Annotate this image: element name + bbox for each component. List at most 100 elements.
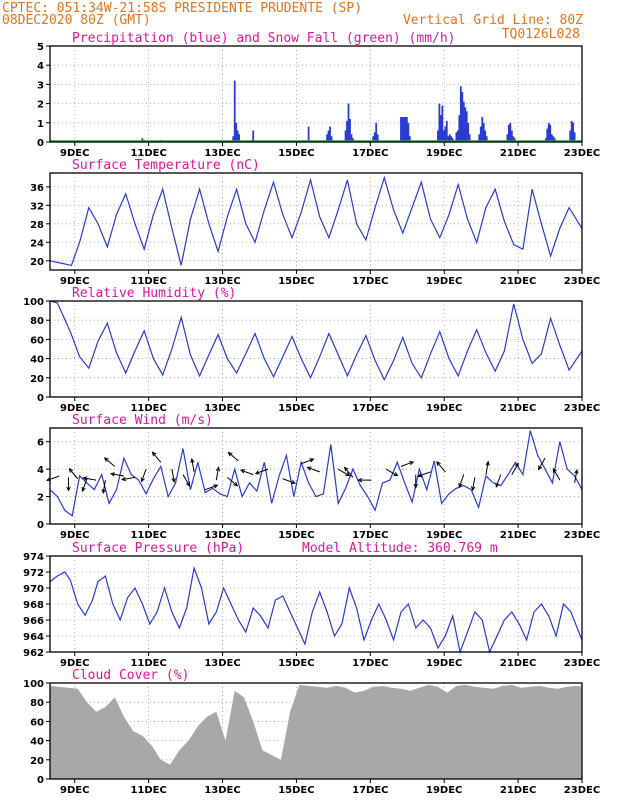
wind-arrow-head [171,477,176,484]
x-tick-label: 15DEC [278,148,314,159]
precip-bar [506,134,509,142]
y-tick-label: 0 [37,775,44,786]
precip-bar [455,132,458,142]
wind-arrow-head [306,466,312,471]
x-tick-label: 19DEC [426,785,462,796]
x-tick-label: 13DEC [204,148,240,159]
y-tick-label: 4 [37,465,44,476]
precip-bar [484,130,487,142]
x-tick-label: 19DEC [426,276,462,287]
wind-arrow-head [538,465,543,471]
precip-bar [344,130,347,142]
y-tick-label: 36 [30,183,44,194]
wind-arrow [104,457,115,467]
x-tick-label: 13DEC [204,785,240,796]
precip-bar [546,128,549,142]
wind-arrow-head [233,481,239,487]
y-tick-label: 28 [30,220,44,231]
y-tick-label: 60 [30,335,44,346]
x-tick-label: 21DEC [500,658,536,669]
panel-title: Surface Temperature (nC) [72,158,260,173]
x-tick-label: 17DEC [352,530,388,541]
wind-arrow-head [574,468,579,475]
x-tick-label: 9DEC [60,403,89,414]
x-tick-label: 13DEC [204,403,240,414]
wind-arrow-head [409,461,415,466]
x-tick-label: 21DEC [500,276,536,287]
wind-arrow-head [121,476,127,482]
panel-surface-wind: 0 2 4 6 9DEC 11DEC 13DEC 15DEC 17DEC 19DEC 21DEC 23… [37,413,600,541]
wind-arrow [301,458,314,465]
precip-bar [408,136,411,142]
y-tick-label: 40 [30,737,44,748]
wind-arrow-head [552,467,557,473]
precip-bar [464,107,467,142]
precip-bar [349,118,351,142]
panel-surface-temperature: 20 24 28 32 36 9DEC 11DEC 13DEC 15DEC 17DEC 19DEC 2… [30,158,600,287]
precip-bar [481,117,484,142]
wind-arrow-head [413,483,418,489]
y-tick-label: 20 [30,257,44,268]
wind-arrow [102,480,106,494]
x-tick-label: 13DEC [204,658,240,669]
precip-bar [479,126,482,142]
precip-bar [141,138,144,142]
precip-bar [447,136,450,142]
wind-arrow-head [81,486,86,493]
precip-bar [550,134,553,142]
precip-bar [461,92,464,142]
wind-arrow [191,458,195,472]
precip-bar [553,138,556,142]
precip-bar [462,101,465,142]
x-tick-label: 15DEC [278,403,314,414]
wind-arrow-head [417,473,423,478]
wind-arrow-head [190,457,195,464]
precip-bar [329,126,331,142]
panel-annotation: Model Altitude: 360.769 m [302,541,498,556]
precip-bar [552,136,555,142]
x-tick-label: 23DEC [564,403,600,414]
x-tick-label: 19DEC [426,658,462,669]
y-tick-label: 40 [30,355,44,366]
precip-bar [439,115,442,142]
y-tick-label: 2 [37,100,44,111]
panel-frame [49,45,583,143]
x-tick-label: 19DEC [426,403,462,414]
wind-arrow [574,469,578,483]
precip-bar [232,136,235,142]
series-line-4 [49,565,583,655]
x-tick-label: 23DEC [564,148,600,159]
y-tick-label: 100 [23,679,44,690]
wind-arrow-head [471,486,476,492]
x-tick-label: 11DEC [130,530,166,541]
x-tick-label: 23DEC [564,658,600,669]
wind-arrow [171,469,175,483]
x-tick-label: 19DEC [426,148,462,159]
precip-bar [352,138,354,142]
precip-bar [485,136,488,142]
y-tick-label: 0 [37,138,44,149]
precip-bar [482,122,485,142]
precip-bar [307,126,310,142]
wind-arrow [122,476,136,481]
y-tick-label: 964 [23,632,44,643]
precip-bar [512,136,515,142]
wind-arrow-head [254,470,260,475]
panel-title: Precipitation (blue) and Snow Fall (gree… [72,31,456,46]
wind-arrow-head [495,482,500,488]
precip-bar [235,122,238,142]
wind-arrow [344,467,354,478]
x-tick-label: 9DEC [60,530,89,541]
precip-bar [441,105,444,142]
precip-bar [407,122,410,142]
x-tick-label: 23DEC [564,785,600,796]
wind-arrow-head [357,477,363,483]
wind-arrow [472,477,476,491]
wind-arrow-head [290,479,297,485]
wind-arrow-head [345,472,351,477]
precip-bar [346,120,348,142]
x-tick-label: 13DEC [204,530,240,541]
wind-arrow-head [109,472,116,477]
y-tick-label: 80 [30,698,44,709]
